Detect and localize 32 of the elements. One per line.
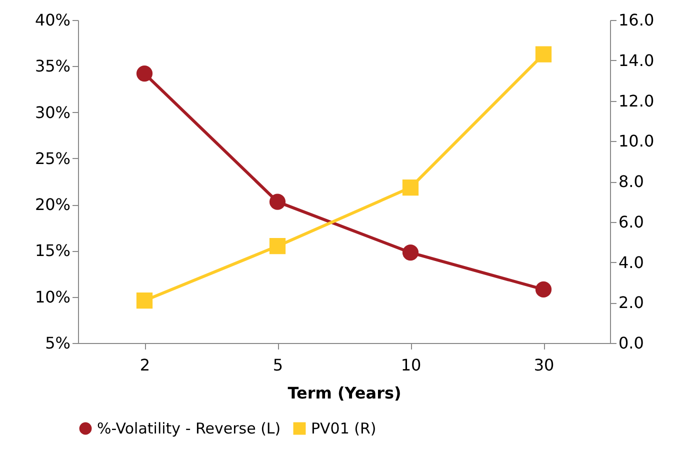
y-tick-label: 15% [34,241,70,260]
y-tick-label: 25% [34,148,70,168]
x-tick-label: 10 [400,356,422,374]
point [136,65,153,82]
y2-tick-label: 2.0 [618,293,644,312]
y2-tick-label: 14.0 [618,50,654,70]
x-axis-title: Term (Years) [288,384,402,402]
y2-tick-label: 10.0 [618,132,654,151]
x-tick-label: 2 [140,356,150,374]
y2-tick-label: 4.0 [618,252,644,272]
y-tick-label: 40% [34,10,70,30]
point [136,292,153,309]
legend-label: PV01 (R) [311,420,376,438]
y-tick-label: 35% [34,56,70,76]
y2-tick-label: 0.0 [618,334,644,352]
point [535,281,552,298]
point [535,46,552,62]
legend-label: %-Volatility - Reverse (L) [97,420,281,438]
y2-tick-label: 12.0 [618,91,654,110]
y2-tick-label: 16.0 [618,10,654,30]
y-tick-label: 5% [45,334,70,352]
point [269,194,286,210]
point [269,238,286,254]
point [402,244,419,261]
y2-tick-label: 6.0 [618,212,644,232]
y-tick-label: 10% [34,287,70,306]
x-tick-label: 5 [272,356,284,374]
y-tick-label: 20% [34,195,70,214]
y2-tick-label: 8.0 [618,172,644,191]
x-tick-label: 30 [534,356,554,374]
point [402,179,419,196]
y-tick-label: 30% [34,102,70,122]
